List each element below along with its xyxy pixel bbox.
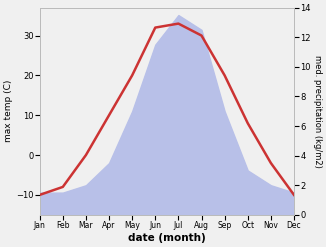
- Y-axis label: med. precipitation (kg/m2): med. precipitation (kg/m2): [313, 55, 322, 168]
- X-axis label: date (month): date (month): [128, 233, 206, 243]
- Y-axis label: max temp (C): max temp (C): [4, 80, 13, 143]
